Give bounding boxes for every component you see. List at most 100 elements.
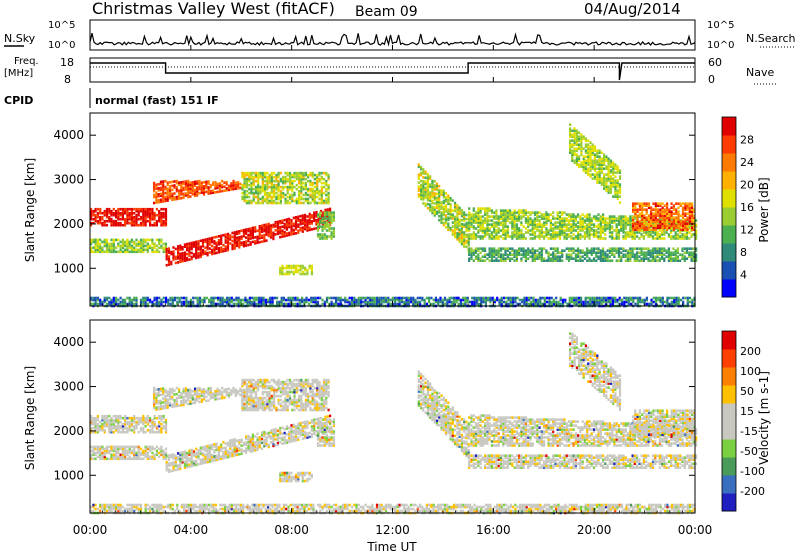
heat-cell <box>119 300 122 304</box>
heat-cell <box>371 296 374 300</box>
heat-cell <box>304 215 307 219</box>
heat-cell <box>266 179 269 183</box>
heat-cell <box>208 241 211 244</box>
heat-cell <box>117 207 120 211</box>
heat-cell <box>277 189 280 193</box>
heat-cell <box>291 181 294 185</box>
heat-cell <box>605 173 608 176</box>
heat-cell <box>133 296 136 300</box>
heat-cell <box>110 217 113 221</box>
heat-cell <box>451 229 454 232</box>
heat-cell <box>243 171 246 175</box>
heat-cell <box>162 184 165 187</box>
heat-cell <box>270 175 273 179</box>
heat-cell <box>563 235 566 238</box>
heat-cell <box>237 296 240 300</box>
heat-cell <box>685 247 689 250</box>
heat-cell <box>422 196 425 199</box>
heat-cell <box>261 181 264 185</box>
heat-cell <box>252 177 255 181</box>
heat-cell <box>183 253 186 256</box>
heat-cell <box>547 251 550 254</box>
heat-cell <box>624 249 627 252</box>
heat-cell <box>302 185 305 189</box>
heat-cell <box>317 220 320 223</box>
heat-cell <box>355 298 358 302</box>
heat-cell <box>282 193 285 197</box>
heat-cell <box>529 213 532 216</box>
heat-cell <box>220 248 223 251</box>
heat-cell <box>259 187 262 191</box>
heat-cell <box>175 185 178 189</box>
heat-cell <box>121 213 124 217</box>
heat-cell <box>573 147 576 150</box>
heat-cell <box>640 233 643 236</box>
heat-cell <box>558 227 562 230</box>
heat-cell <box>520 237 523 240</box>
heat-cell <box>165 249 168 253</box>
heat-cell <box>618 201 622 204</box>
heat-cell <box>438 194 441 198</box>
heat-cell <box>226 296 229 300</box>
heat-cell <box>675 202 678 205</box>
heat-cell <box>454 219 457 223</box>
heat-cell <box>181 252 184 255</box>
heat-cell <box>615 231 618 234</box>
heat-cell <box>549 213 552 216</box>
heat-cell <box>626 219 630 222</box>
heat-cell <box>285 298 288 302</box>
heat-cell <box>378 296 381 300</box>
heat-cell <box>444 208 448 211</box>
heat-cell <box>332 219 335 222</box>
heat-cell <box>234 181 237 184</box>
heat-cell <box>513 229 516 232</box>
heat-cell <box>643 208 646 211</box>
heat-cell <box>447 216 450 220</box>
heat-cell <box>99 246 102 250</box>
heat-cell <box>470 221 473 224</box>
heat-cell <box>328 213 331 216</box>
heat-cell <box>620 217 623 220</box>
heat-cell <box>577 215 580 218</box>
cpid-text: normal (fast) 151 IF <box>95 94 219 107</box>
heat-cell <box>315 223 318 226</box>
heat-cell <box>187 300 190 304</box>
heat-cell <box>196 182 199 185</box>
heat-cell <box>584 149 587 152</box>
heat-cell <box>276 222 279 226</box>
heat-cell <box>481 215 484 218</box>
heat-cell <box>254 173 258 177</box>
heat-cell <box>257 189 260 193</box>
heat-cell <box>570 225 573 228</box>
heat-cell <box>511 247 514 250</box>
heat-cell <box>327 191 330 195</box>
heat-cell <box>301 296 304 300</box>
heat-cell <box>265 239 268 242</box>
heat-cell <box>270 181 273 185</box>
heat-cell <box>281 266 284 270</box>
heat-cell <box>239 298 242 302</box>
heat-cell <box>424 182 427 186</box>
heat-cell <box>645 216 648 219</box>
heat-cell <box>451 215 454 218</box>
heat-cell <box>417 187 420 190</box>
heat-cell <box>511 227 514 230</box>
heat-cell <box>254 236 257 239</box>
heat-cell <box>298 195 301 199</box>
heat-cell <box>126 242 129 246</box>
heat-cell <box>273 175 276 179</box>
heat-cell <box>266 193 269 197</box>
heat-cell <box>306 272 309 276</box>
heat-cell <box>294 228 298 231</box>
heat-cell <box>248 171 251 175</box>
heat-cell <box>622 247 625 250</box>
heat-cell <box>302 197 305 201</box>
heat-cell <box>525 296 528 300</box>
heat-cell <box>263 175 267 179</box>
heat-cell <box>151 217 154 221</box>
heat-cell <box>238 230 241 233</box>
heat-cell <box>224 249 227 252</box>
heat-cell <box>213 246 216 249</box>
heat-cell <box>547 231 550 234</box>
